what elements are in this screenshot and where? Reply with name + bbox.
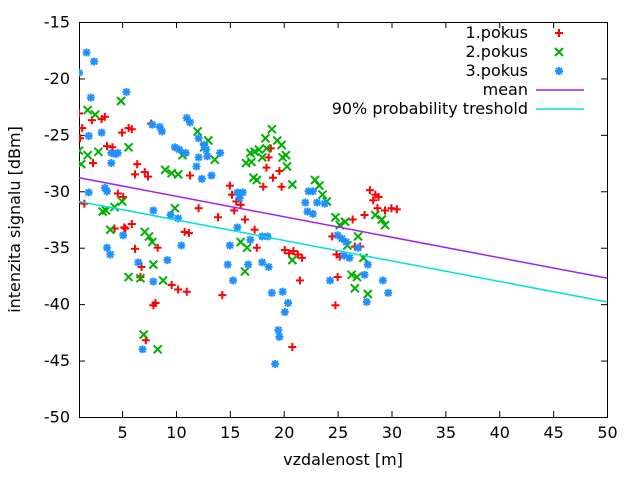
- x-tick-label: 50: [597, 423, 617, 442]
- x-tick-label: 35: [436, 423, 456, 442]
- y-tick-label: -15: [44, 13, 70, 32]
- x-tick-label: 40: [490, 423, 510, 442]
- x-tick-label: 5: [118, 423, 128, 442]
- x-tick-label: 45: [543, 423, 563, 442]
- tick-marks: [79, 22, 608, 418]
- plot-area: [79, 48, 607, 368]
- x-tick-label: 15: [220, 423, 240, 442]
- series-3-pokus: [79, 48, 393, 368]
- series-2-pokus: [79, 96, 390, 354]
- y-axis-label: intenzita signalu [dBm]: [5, 126, 24, 313]
- y-tick-label: -40: [44, 295, 70, 314]
- series-mean: [79, 177, 607, 279]
- legend-marker-sample: [555, 29, 563, 37]
- x-tick-label: 20: [274, 423, 294, 442]
- y-tick-label: -50: [44, 408, 70, 427]
- y-tick-label: -30: [44, 182, 70, 201]
- y-tick-label: -35: [44, 238, 70, 257]
- x-axis-label: vzdalenost [m]: [283, 450, 403, 469]
- legend-label: 1.pokus: [466, 23, 528, 42]
- legend-label: 3.pokus: [466, 61, 528, 80]
- y-tick-label: -20: [44, 69, 70, 88]
- x-tick-label: 25: [328, 423, 348, 442]
- y-tick-label: -45: [44, 351, 70, 370]
- legend-label: mean: [483, 80, 528, 99]
- legend-marker-sample: [555, 67, 563, 75]
- legend-label: 2.pokus: [466, 42, 528, 61]
- tick-labels: 5 10 15 20 25 30 35 40 45 50 -50 -45 -40 -35 -30 -25 -20…: [44, 13, 618, 443]
- legend-marker-sample: [554, 47, 564, 57]
- x-tick-label: 30: [382, 423, 402, 442]
- axis-box: [79, 22, 608, 418]
- legend-label: 90% probability treshold: [332, 99, 528, 118]
- y-tick-label: -25: [44, 125, 70, 144]
- x-tick-label: 10: [166, 423, 186, 442]
- series-90-probability-treshold: [79, 200, 607, 303]
